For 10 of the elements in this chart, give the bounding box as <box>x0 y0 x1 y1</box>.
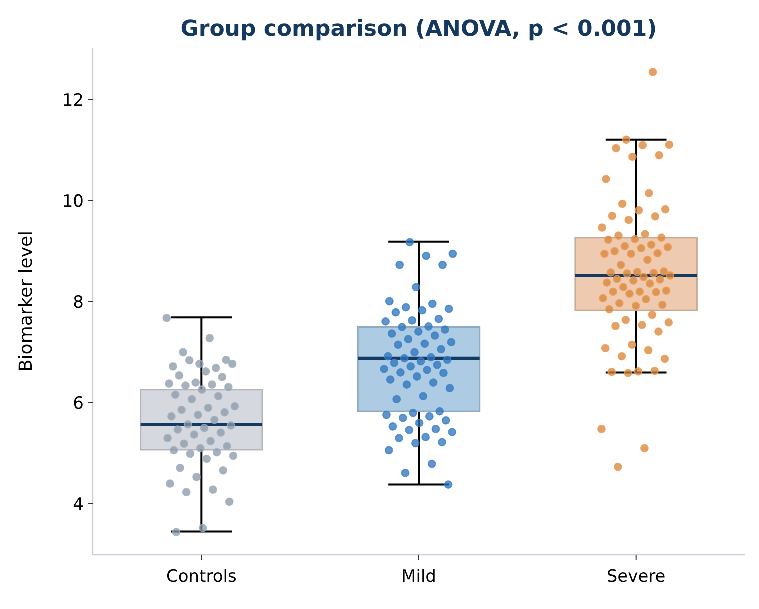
y-tick-label: 12 <box>62 90 84 111</box>
y-tick-label: 10 <box>62 192 84 212</box>
y-tick-label: 8 <box>73 292 84 313</box>
chart-title: Group comparison (ANOVA, p < 0.001) <box>180 17 658 42</box>
x-tick-label: Severe <box>606 567 666 587</box>
y-tick-label: 4 <box>73 494 84 515</box>
y-tick-label: 6 <box>73 394 84 414</box>
x-tick-label: Mild <box>402 567 436 587</box>
x-tick-label: Controls <box>166 567 237 587</box>
y-axis-title: Biomarker level <box>16 230 37 372</box>
